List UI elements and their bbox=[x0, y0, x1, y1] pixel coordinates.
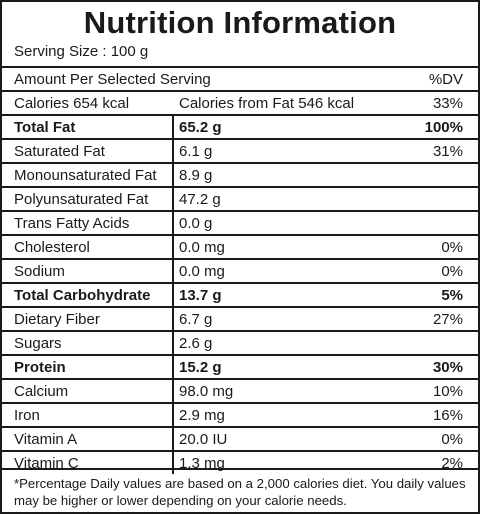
table-row: Trans Fatty Acids 0.0 g bbox=[2, 210, 478, 234]
nutrient-dv: 31% bbox=[432, 143, 463, 160]
nutrient-dv: 2% bbox=[441, 455, 463, 472]
nutrient-name: Total Fat bbox=[14, 119, 76, 136]
column-divider bbox=[172, 164, 174, 186]
nutrient-amount: 1.3 mg bbox=[179, 455, 225, 472]
column-divider bbox=[172, 140, 174, 162]
calories-label: Calories 654 kcal bbox=[14, 95, 130, 112]
nutrient-amount: 47.2 g bbox=[179, 191, 221, 208]
nutrient-dv: 16% bbox=[432, 407, 463, 424]
column-divider bbox=[172, 260, 174, 282]
column-divider bbox=[172, 428, 174, 450]
nutrient-amount: 8.9 g bbox=[179, 167, 213, 184]
table-row: Polyunsaturated Fat 47.2 g bbox=[2, 186, 478, 210]
table-row: Monounsaturated Fat 8.9 g bbox=[2, 162, 478, 186]
column-divider bbox=[172, 452, 174, 474]
header-row: Amount Per Selected Serving %DV bbox=[2, 66, 478, 90]
nutrient-name: Sugars bbox=[14, 335, 62, 352]
table-row: Vitamin C 1.3 mg 2% bbox=[2, 450, 478, 474]
nutrient-amount: 0.0 mg bbox=[179, 263, 225, 280]
table-row: Total Fat 65.2 g 100% bbox=[2, 114, 478, 138]
calories-dv: 33% bbox=[432, 95, 463, 112]
footnote: *Percentage Daily values are based on a … bbox=[2, 468, 478, 509]
nutrient-amount: 15.2 g bbox=[179, 359, 222, 376]
column-divider bbox=[172, 284, 174, 306]
table-row: Sugars 2.6 g bbox=[2, 330, 478, 354]
serving-size: Serving Size : 100 g bbox=[14, 43, 149, 60]
column-divider bbox=[172, 380, 174, 402]
nutrient-name: Saturated Fat bbox=[14, 143, 105, 160]
table-row: Total Carbohydrate 13.7 g 5% bbox=[2, 282, 478, 306]
nutrient-amount: 2.9 mg bbox=[179, 407, 225, 424]
column-divider bbox=[172, 308, 174, 330]
nutrient-dv: 27% bbox=[432, 311, 463, 328]
label-title: Nutrition Information bbox=[83, 5, 397, 40]
table-row: Calcium 98.0 mg 10% bbox=[2, 378, 478, 402]
nutrient-dv: 0% bbox=[441, 263, 463, 280]
nutrient-amount: 98.0 mg bbox=[179, 383, 234, 400]
header-label: Amount Per Selected Serving bbox=[14, 71, 211, 88]
nutrient-name: Calcium bbox=[14, 383, 69, 400]
nutrient-amount: 6.1 g bbox=[179, 143, 213, 160]
calories-from-fat: Calories from Fat 546 kcal bbox=[179, 95, 355, 112]
column-divider bbox=[172, 188, 174, 210]
nutrient-amount: 65.2 g bbox=[179, 119, 222, 136]
nutrient-name: Vitamin C bbox=[14, 455, 79, 472]
table-row: Dietary Fiber 6.7 g 27% bbox=[2, 306, 478, 330]
nutrient-amount: 20.0 IU bbox=[179, 431, 228, 448]
nutrient-dv: 10% bbox=[432, 383, 463, 400]
nutrient-amount: 2.6 g bbox=[179, 335, 213, 352]
column-divider bbox=[172, 116, 174, 138]
nutrient-name: Trans Fatty Acids bbox=[14, 215, 130, 232]
column-divider bbox=[172, 236, 174, 258]
nutrient-amount: 13.7 g bbox=[179, 287, 222, 304]
nutrient-name: Iron bbox=[14, 407, 40, 424]
table-row: Vitamin A 20.0 IU 0% bbox=[2, 426, 478, 450]
nutrient-name: Sodium bbox=[14, 263, 65, 280]
nutrient-dv: 100% bbox=[424, 119, 463, 136]
nutrient-amount: 0.0 mg bbox=[179, 239, 225, 256]
column-divider bbox=[172, 332, 174, 354]
table-row: Cholesterol 0.0 mg 0% bbox=[2, 234, 478, 258]
nutrient-name: Cholesterol bbox=[14, 239, 90, 256]
header-dv: %DV bbox=[428, 71, 463, 88]
nutrient-name: Vitamin A bbox=[14, 431, 78, 448]
column-divider bbox=[172, 356, 174, 378]
nutrient-dv: 0% bbox=[441, 239, 463, 256]
table-row: Protein 15.2 g 30% bbox=[2, 354, 478, 378]
column-divider bbox=[172, 404, 174, 426]
table-row: Saturated Fat 6.1 g 31% bbox=[2, 138, 478, 162]
nutrient-name: Monounsaturated Fat bbox=[14, 167, 157, 184]
nutrient-dv: 30% bbox=[432, 359, 463, 376]
nutrient-name: Polyunsaturated Fat bbox=[14, 191, 149, 208]
column-divider bbox=[172, 212, 174, 234]
table-row: Sodium 0.0 mg 0% bbox=[2, 258, 478, 282]
nutrient-name: Dietary Fiber bbox=[14, 311, 100, 328]
nutrient-dv: 0% bbox=[441, 431, 463, 448]
nutrient-name: Total Carbohydrate bbox=[14, 287, 151, 304]
calories-row: Calories 654 kcal Calories from Fat 546 … bbox=[2, 90, 478, 114]
nutrient-amount: 6.7 g bbox=[179, 311, 213, 328]
nutrient-dv: 5% bbox=[441, 287, 463, 304]
nutrient-amount: 0.0 g bbox=[179, 215, 213, 232]
nutrient-name: Protein bbox=[14, 359, 66, 376]
table-row: Iron 2.9 mg 16% bbox=[2, 402, 478, 426]
